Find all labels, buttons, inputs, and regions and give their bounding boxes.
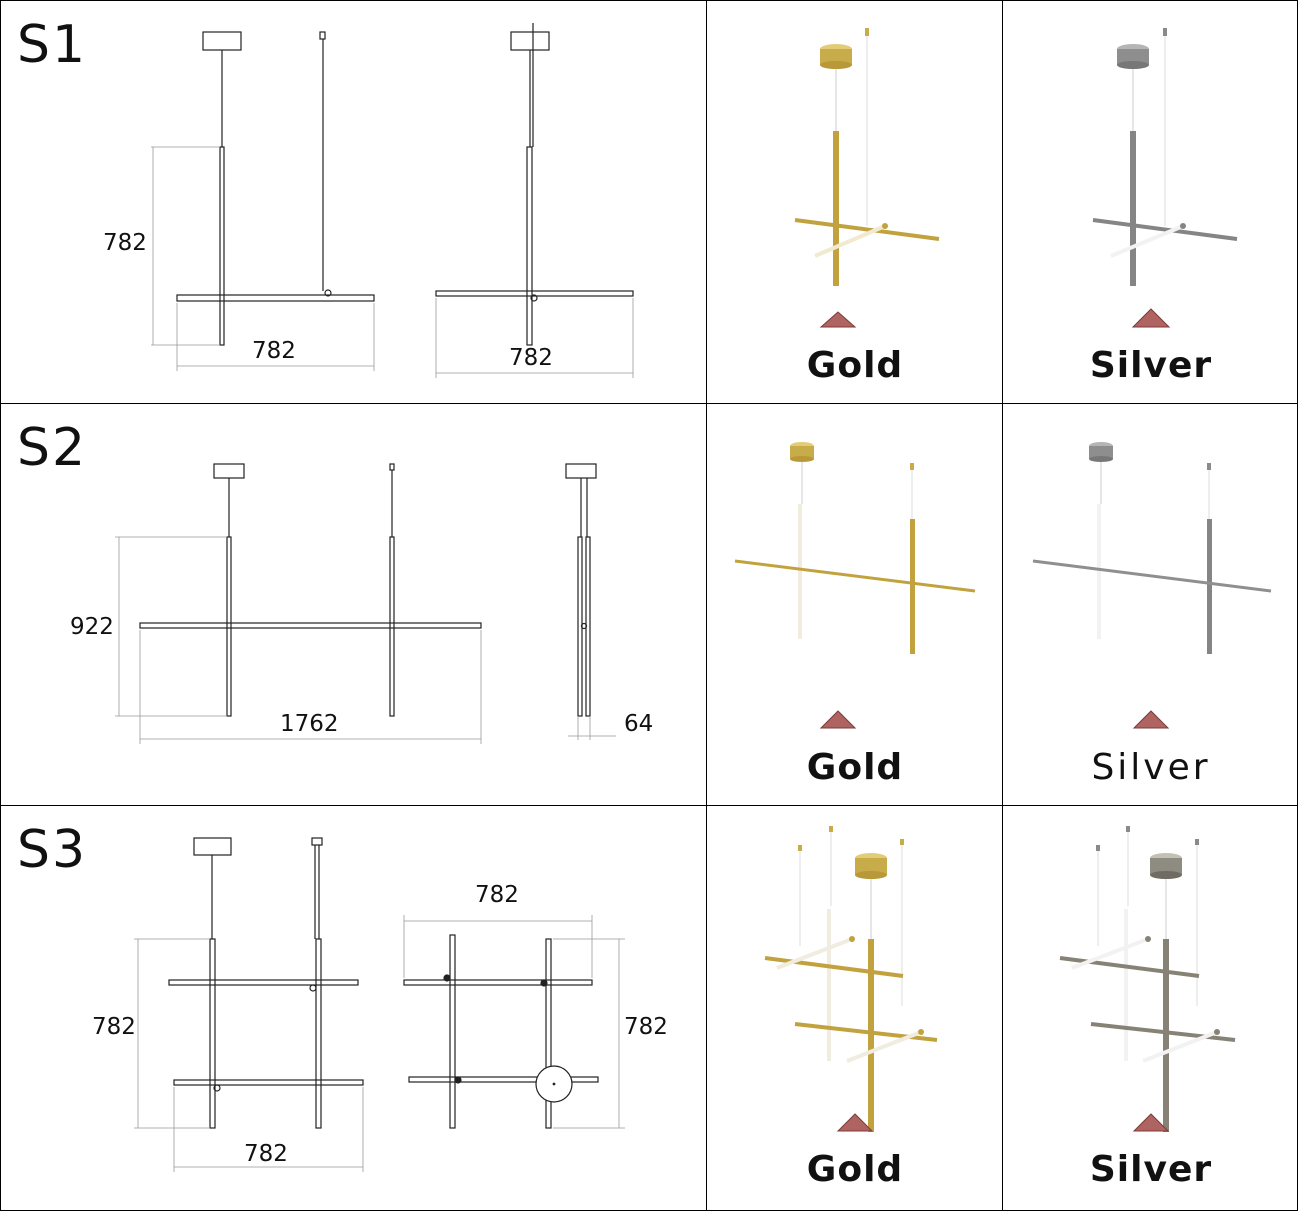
s1-silver-cell: Silver <box>1002 0 1298 404</box>
s3-silver-label: Silver <box>1089 1149 1213 1190</box>
s1-technical-drawing <box>151 23 634 378</box>
s3-silver-cell: Silver <box>1002 805 1298 1211</box>
s2-gold-cell: Gold <box>706 403 1003 806</box>
s2-drawing-cell: S2 <box>0 403 707 806</box>
s3-gold-cell: Gold <box>706 805 1003 1211</box>
s3-width-dimension: 782 <box>244 1141 288 1167</box>
s2-width-dimension: 1762 <box>280 711 339 737</box>
s3-technical-drawing <box>134 837 625 1172</box>
s3-gold-lamp-render <box>764 826 938 1132</box>
s2-silver-lamp-render <box>1032 442 1272 729</box>
s3-top-width-dimension: 782 <box>475 882 519 908</box>
s2-silver-marker-icon <box>1132 710 1170 729</box>
s1-gold-marker-icon <box>819 311 857 328</box>
s2-gold-marker-icon <box>819 710 857 729</box>
s3-drawing-cell: S3 <box>0 805 707 1211</box>
s2-gold-lamp-render <box>734 442 976 729</box>
series-label-s3: S3 <box>17 820 88 880</box>
s1-drawing-cell: S1 <box>0 0 707 404</box>
series-label-s1: S1 <box>17 15 88 75</box>
s2-silver-cell: Silver <box>1002 403 1298 806</box>
s3-silver-lamp-render <box>1059 826 1236 1132</box>
s2-silver-label: Silver <box>1091 747 1211 788</box>
s1-silver-marker-icon <box>1131 308 1171 328</box>
s3-gold-label: Gold <box>806 1149 904 1190</box>
s2-technical-drawing <box>115 463 616 744</box>
s3-silver-marker-icon <box>1132 1113 1170 1132</box>
s2-height-dimension: 922 <box>70 614 114 640</box>
s1-silver-label: Silver <box>1089 345 1213 386</box>
series-label-s2: S2 <box>17 418 88 478</box>
s1-gold-lamp-render <box>794 28 940 328</box>
s2-gold-label: Gold <box>806 747 904 788</box>
s1-width-dimension: 782 <box>252 338 296 364</box>
s1-side-width-dimension: 782 <box>509 345 553 371</box>
s3-height-dimension: 782 <box>92 1014 136 1040</box>
s1-silver-lamp-render <box>1092 28 1238 328</box>
s2-depth-dimension: 64 <box>624 711 654 737</box>
s1-gold-label: Gold <box>806 345 904 386</box>
s1-gold-cell: Gold <box>706 0 1003 404</box>
s3-gold-marker-icon <box>836 1113 874 1132</box>
s3-top-depth-dimension: 782 <box>624 1014 668 1040</box>
s1-height-dimension: 782 <box>103 230 147 256</box>
